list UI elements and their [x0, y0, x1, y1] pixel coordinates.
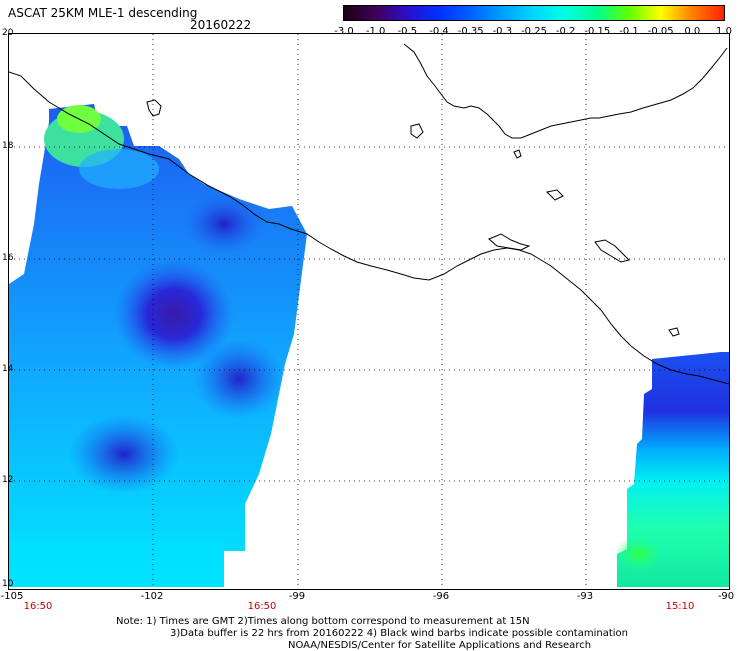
right-swath: [614, 352, 729, 587]
lat-label-12: 12: [2, 475, 14, 485]
lon-label--90: -90: [717, 591, 735, 602]
note-line-3: NOAA/NESDIS/Center for Satellite Applica…: [288, 640, 592, 651]
note-line-2: 3)Data buffer is 22 hrs from 20160222 4)…: [170, 628, 628, 639]
swath-time-right: 15:10: [665, 601, 695, 612]
lon-label--93: -93: [576, 591, 594, 602]
colorbar-tick-label: 1.0: [716, 26, 732, 37]
colorbar-tick-label: -0.3: [492, 26, 513, 37]
colorbar-tick-label: -0.15: [584, 26, 611, 37]
image-title: ASCAT 25KM MLE-1 descending: [8, 6, 198, 20]
colorbar-tick-label: -0.35: [457, 26, 484, 37]
colorbar-tick-label: -1.0: [365, 26, 386, 37]
colorbar-tick-label: -0.1: [619, 26, 639, 37]
coastline: [9, 43, 729, 385]
lat-label-16: 16: [2, 253, 14, 263]
colorbar-tick-label: 0.0: [684, 26, 701, 37]
swath-time-middle: 16:50: [247, 601, 277, 612]
lat-label-10: 10: [2, 579, 14, 589]
map-panel: [8, 33, 730, 590]
colorbar-tick-label: -0.25: [521, 26, 547, 37]
map-grid: [9, 34, 729, 589]
swath-time-left: 16:50: [23, 601, 53, 612]
image-date: 20160222: [190, 18, 252, 32]
note-line-1: Note: 1) Times are GMT 2)Times along bot…: [116, 616, 530, 627]
lat-label-18: 18: [2, 141, 14, 151]
lon-label--102: -102: [140, 591, 164, 602]
colorbar-tick-label: -0.05: [647, 26, 674, 37]
lat-label-14: 14: [2, 364, 14, 374]
colorbar-tick-label: -0.2: [555, 26, 576, 37]
lat-label-20: 20: [2, 28, 14, 38]
lon-label--99: -99: [288, 591, 306, 602]
colorbar-tick-label: -3.0: [334, 26, 354, 37]
lon-label--105: -105: [0, 591, 24, 602]
lon-label--96: -96: [432, 591, 450, 602]
colorbar: [343, 5, 725, 21]
colorbar-tick-label: -0.4: [429, 26, 449, 37]
map-svg: [9, 34, 729, 589]
colorbar-tick-label: -0.5: [397, 26, 418, 37]
left-swath: [9, 104, 307, 587]
